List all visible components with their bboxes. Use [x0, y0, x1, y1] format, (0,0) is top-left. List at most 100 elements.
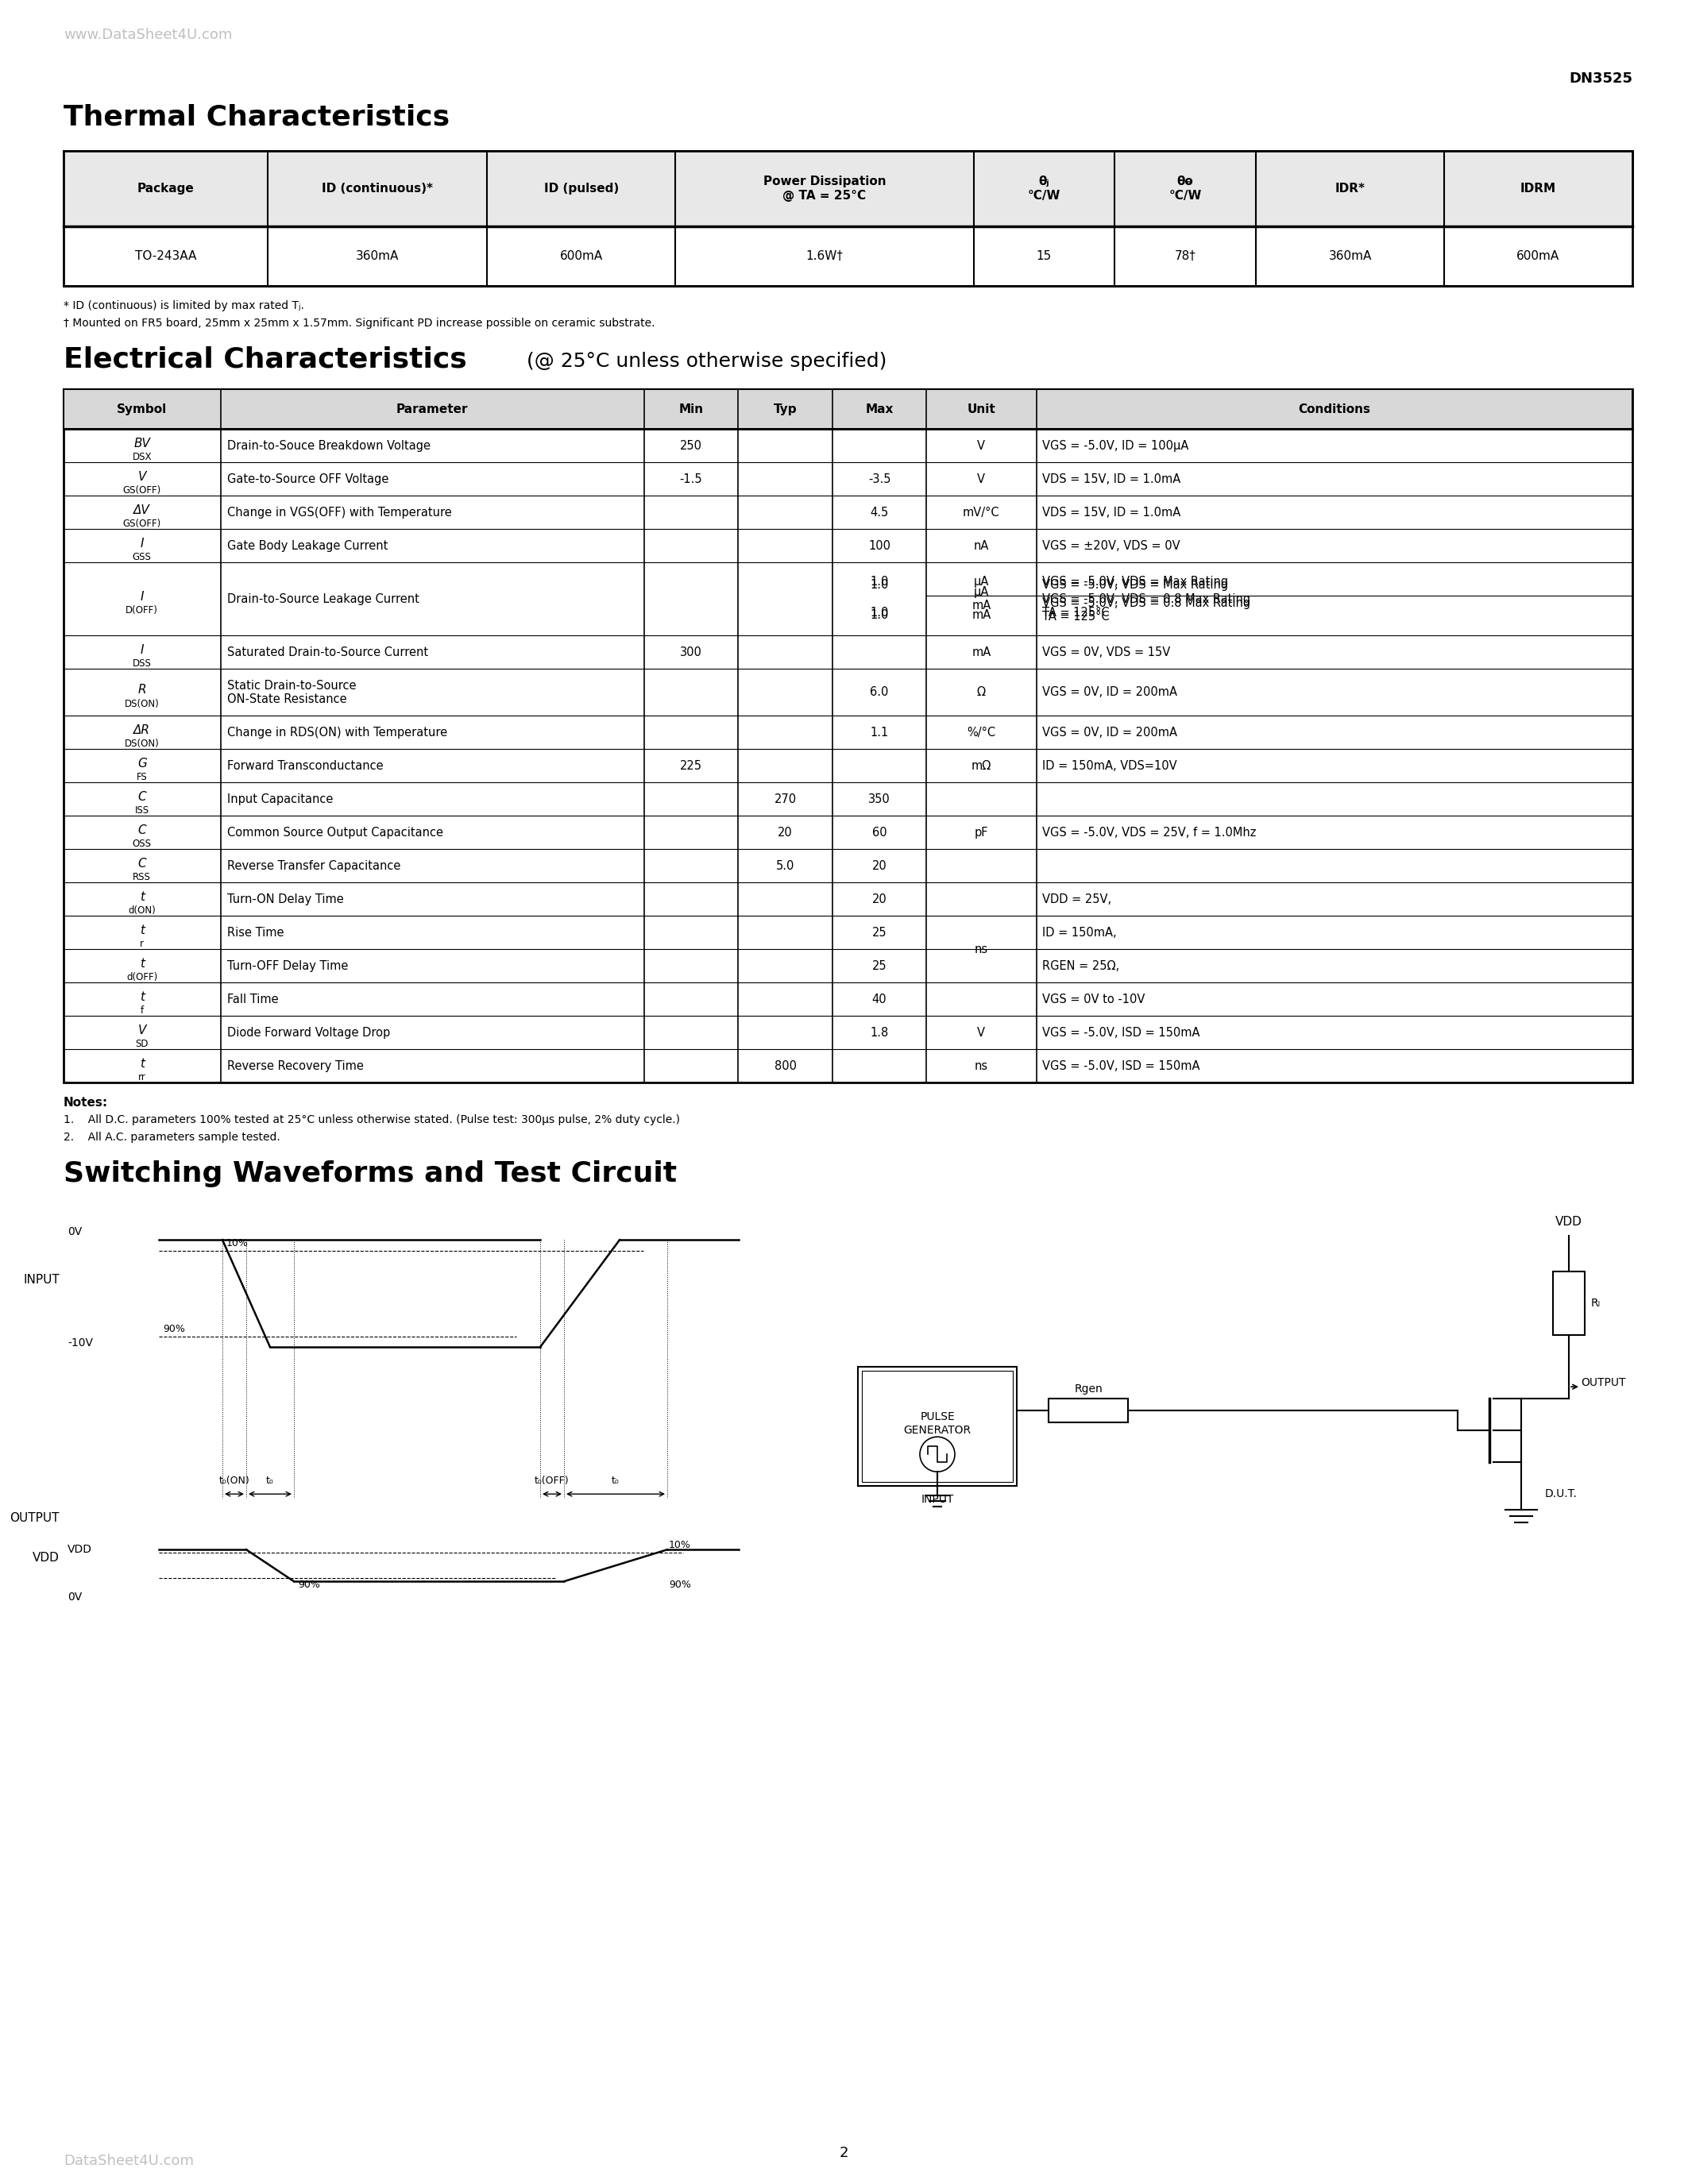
- Text: Change in RDS(ON) with Temperature: Change in RDS(ON) with Temperature: [226, 727, 447, 738]
- Text: DS(ON): DS(ON): [125, 738, 159, 749]
- Text: VGS = 0V, ID = 200mA: VGS = 0V, ID = 200mA: [1043, 727, 1178, 738]
- Text: Max: Max: [866, 404, 893, 415]
- Text: VGS = -5.0V, VDS = 25V, f = 1.0Mhz: VGS = -5.0V, VDS = 25V, f = 1.0Mhz: [1043, 826, 1256, 839]
- Text: ns: ns: [974, 943, 987, 954]
- Text: d(ON): d(ON): [128, 906, 155, 915]
- Text: I: I: [140, 537, 143, 548]
- Text: 25: 25: [873, 926, 886, 939]
- Bar: [64, 151, 1632, 227]
- Text: VGS = -5.0V, ISD = 150mA: VGS = -5.0V, ISD = 150mA: [1043, 1059, 1200, 1072]
- Text: R: R: [138, 684, 147, 697]
- Text: Turn-OFF Delay Time: Turn-OFF Delay Time: [226, 961, 348, 972]
- Text: ΔV: ΔV: [133, 505, 150, 515]
- Text: * ID (continuous) is limited by max rated Tⱼ.: * ID (continuous) is limited by max rate…: [64, 299, 304, 312]
- Text: VGS = 0V, VDS = 15V: VGS = 0V, VDS = 15V: [1043, 646, 1171, 657]
- Text: V: V: [138, 470, 147, 483]
- Text: 4.5: 4.5: [869, 507, 888, 518]
- Text: mΩ: mΩ: [971, 760, 991, 771]
- Text: INPUT: INPUT: [24, 1273, 59, 1286]
- Text: 225: 225: [680, 760, 702, 771]
- Text: 1.    All D.C. parameters 100% tested at 25°C unless otherwise stated. (Pulse te: 1. All D.C. parameters 100% tested at 25…: [64, 1114, 680, 1125]
- Text: VGS = -5.0V, VDS = Max Rating: VGS = -5.0V, VDS = Max Rating: [1043, 577, 1229, 587]
- Bar: [858, 1367, 1016, 1485]
- Text: Common Source Output Capacitance: Common Source Output Capacitance: [226, 826, 442, 839]
- Text: t₀(OFF): t₀(OFF): [535, 1476, 569, 1485]
- Text: 1.6W†: 1.6W†: [805, 251, 842, 262]
- Text: IDRM: IDRM: [1521, 183, 1556, 194]
- Text: 2: 2: [839, 2147, 849, 2160]
- Text: Package: Package: [137, 183, 194, 194]
- Text: C: C: [138, 791, 147, 804]
- Text: RSS: RSS: [133, 871, 152, 882]
- Text: Reverse Transfer Capacitance: Reverse Transfer Capacitance: [226, 860, 400, 871]
- Text: Unit: Unit: [967, 404, 996, 415]
- Text: Notes:: Notes:: [64, 1096, 108, 1109]
- Circle shape: [920, 1437, 955, 1472]
- Text: Drain-to-Source Leakage Current: Drain-to-Source Leakage Current: [226, 594, 419, 605]
- Text: 360mA: 360mA: [1328, 251, 1372, 262]
- Text: Typ: Typ: [773, 404, 797, 415]
- Text: mA: mA: [972, 609, 991, 620]
- Text: I: I: [140, 590, 143, 603]
- Text: Switching Waveforms and Test Circuit: Switching Waveforms and Test Circuit: [64, 1160, 677, 1188]
- Text: VDD = 25V,: VDD = 25V,: [1043, 893, 1112, 904]
- Text: 90%: 90%: [162, 1324, 186, 1334]
- Bar: [64, 389, 1632, 428]
- Text: VGS = 0V, ID = 200mA: VGS = 0V, ID = 200mA: [1043, 686, 1178, 699]
- Text: GS(OFF): GS(OFF): [123, 518, 160, 529]
- Text: Drain-to-Souce Breakdown Voltage: Drain-to-Souce Breakdown Voltage: [226, 439, 430, 452]
- Text: TO-243AA: TO-243AA: [135, 251, 196, 262]
- Text: mA: mA: [972, 646, 991, 657]
- Text: t: t: [140, 957, 145, 970]
- Text: 10%: 10%: [668, 1540, 690, 1551]
- Text: VGS = 0V to -10V: VGS = 0V to -10V: [1043, 994, 1146, 1005]
- Text: t₀(ON): t₀(ON): [219, 1476, 250, 1485]
- Text: GS(OFF): GS(OFF): [123, 485, 160, 496]
- Text: Diode Forward Voltage Drop: Diode Forward Voltage Drop: [226, 1026, 390, 1040]
- Text: DSS: DSS: [132, 660, 152, 668]
- Text: VDD: VDD: [32, 1551, 59, 1564]
- Text: 350: 350: [868, 793, 890, 806]
- Text: 1.0

1.0: 1.0 1.0: [869, 579, 888, 618]
- Text: ID = 150mA, VDS=10V: ID = 150mA, VDS=10V: [1043, 760, 1177, 771]
- Bar: [64, 389, 1632, 428]
- Text: 6.0: 6.0: [869, 686, 888, 699]
- Text: GENERATOR: GENERATOR: [903, 1424, 971, 1437]
- Text: -3.5: -3.5: [868, 474, 891, 485]
- Text: D.U.T.: D.U.T.: [1545, 1489, 1578, 1500]
- Text: GSS: GSS: [132, 553, 152, 561]
- Text: Power Dissipation
@ TA = 25°C: Power Dissipation @ TA = 25°C: [763, 175, 886, 201]
- Text: 60: 60: [873, 826, 886, 839]
- Text: 10%: 10%: [226, 1238, 248, 1249]
- Bar: [863, 1372, 1013, 1483]
- Text: 15: 15: [1036, 251, 1052, 262]
- Bar: [1553, 1271, 1585, 1334]
- Text: VGS = ±20V, VDS = 0V: VGS = ±20V, VDS = 0V: [1043, 539, 1180, 553]
- Text: Symbol: Symbol: [116, 404, 167, 415]
- Text: BV: BV: [133, 437, 150, 450]
- Text: 250: 250: [680, 439, 702, 452]
- Text: 100: 100: [868, 539, 891, 553]
- Text: t₀: t₀: [611, 1476, 619, 1485]
- Text: 600mA: 600mA: [1518, 251, 1560, 262]
- Text: RGEN = 25Ω,: RGEN = 25Ω,: [1043, 961, 1119, 972]
- Text: Parameter: Parameter: [397, 404, 468, 415]
- Text: Rgen: Rgen: [1074, 1385, 1102, 1396]
- Text: 0V: 0V: [68, 1592, 83, 1603]
- Text: Electrical Characteristics: Electrical Characteristics: [64, 345, 468, 373]
- Text: ID (continuous)*: ID (continuous)*: [322, 183, 432, 194]
- Text: VDS = 15V, ID = 1.0mA: VDS = 15V, ID = 1.0mA: [1043, 507, 1182, 518]
- Text: (@ 25°C unless otherwise specified): (@ 25°C unless otherwise specified): [520, 352, 886, 371]
- Text: µA: µA: [974, 577, 989, 587]
- Text: D(OFF): D(OFF): [125, 605, 159, 616]
- Bar: [1048, 1398, 1128, 1422]
- Text: VGS = -5.0V, VDS = 0.8 Max Rating
TA = 125°C: VGS = -5.0V, VDS = 0.8 Max Rating TA = 1…: [1043, 596, 1251, 622]
- Text: ns: ns: [974, 1059, 987, 1072]
- Text: VDS = 15V, ID = 1.0mA: VDS = 15V, ID = 1.0mA: [1043, 474, 1182, 485]
- Text: V: V: [977, 439, 986, 452]
- Text: V: V: [977, 474, 986, 485]
- Text: Turn-ON Delay Time: Turn-ON Delay Time: [226, 893, 343, 904]
- Text: Thermal Characteristics: Thermal Characteristics: [64, 103, 449, 131]
- Text: ID (pulsed): ID (pulsed): [544, 183, 619, 194]
- Text: %/°C: %/°C: [967, 727, 996, 738]
